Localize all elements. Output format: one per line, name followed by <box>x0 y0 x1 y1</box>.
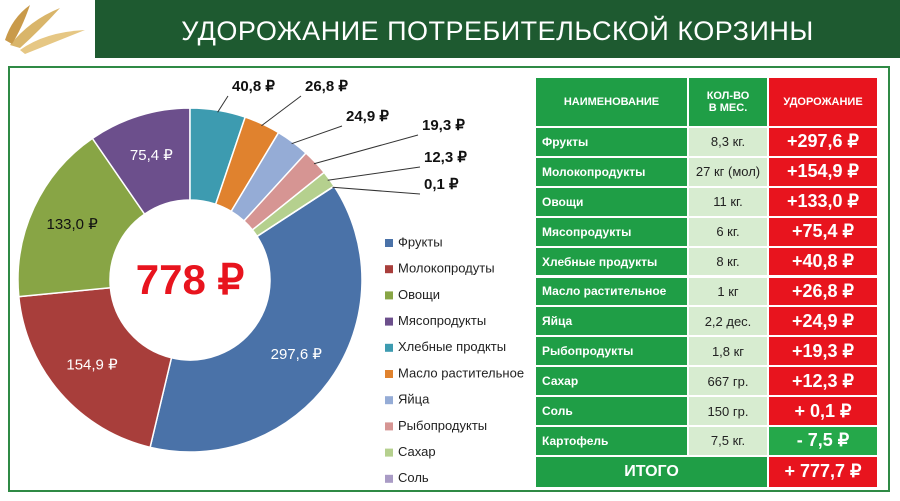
header-cell: УДОРОЖАНИЕ <box>768 77 878 127</box>
price-cell: +26,8 ₽ <box>768 276 878 307</box>
name-cell: Сахар <box>535 366 688 397</box>
qty-cell: 667 гр. <box>688 366 768 397</box>
donut-slice <box>149 185 363 453</box>
qty-cell: 27 кг (мол) <box>688 156 768 187</box>
name-cell: Картофель <box>535 426 688 456</box>
data-label: 19,3 ₽ <box>422 117 465 134</box>
legend-label: Мясопродукты <box>398 313 486 328</box>
qty-cell: 150 гр. <box>688 396 768 426</box>
total-value: + 777,7 ₽ <box>768 455 878 488</box>
legend-swatch <box>385 317 393 326</box>
center-label: 778 ₽ <box>136 256 244 303</box>
legend-label: Рыбопродукты <box>398 418 487 433</box>
legend-label: Молокопродуты <box>398 261 495 276</box>
data-label: 75,4 ₽ <box>130 147 173 164</box>
leader-line <box>332 186 421 195</box>
donut-slice <box>17 286 173 449</box>
data-label: 12,3 ₽ <box>424 149 467 166</box>
leader-line <box>217 95 229 113</box>
frame <box>8 66 890 492</box>
logo <box>5 5 85 54</box>
name-cell: Яйца <box>535 306 688 337</box>
qty-cell: 1,8 кг <box>688 336 768 367</box>
leader-line <box>291 125 343 145</box>
legend-swatch <box>385 343 393 352</box>
legend-label: Масло растительное <box>398 365 524 380</box>
data-label: 24,9 ₽ <box>346 108 389 125</box>
name-cell: Хлебные продукты <box>535 246 688 277</box>
name-cell: Овощи <box>535 186 688 217</box>
qty-cell: 11 кг. <box>688 186 768 217</box>
legend-label: Овощи <box>398 287 440 302</box>
legend-label: Хлебные продкты <box>398 339 506 354</box>
qty-cell: 1 кг <box>688 276 768 307</box>
data-label: 154,9 ₽ <box>66 356 118 373</box>
name-cell: Фрукты <box>535 127 688 157</box>
name-cell: Мясопродукты <box>535 216 688 247</box>
data-label: 133,0 ₽ <box>46 216 98 233</box>
header-cell: КОЛ-ВО В МЕС. <box>688 77 768 127</box>
total-label: ИТОГО <box>535 455 768 488</box>
price-cell: +19,3 ₽ <box>768 336 878 367</box>
name-cell: Соль <box>535 396 688 426</box>
qty-cell: 7,5 кг. <box>688 426 768 456</box>
legend-swatch <box>385 474 393 483</box>
price-cell: +154,9 ₽ <box>768 156 878 187</box>
legend-swatch <box>385 422 393 431</box>
price-cell: +40,8 ₽ <box>768 246 878 277</box>
legend-swatch <box>385 239 393 247</box>
name-cell: Молокопродукты <box>535 156 688 187</box>
data-label: 297,6 ₽ <box>271 346 323 363</box>
legend-label: Яйца <box>398 392 430 407</box>
data-label: 0,1 ₽ <box>424 176 459 193</box>
legend-swatch <box>385 448 393 457</box>
legend-swatch <box>385 265 393 274</box>
name-cell: Масло растительное <box>535 276 688 307</box>
qty-cell: 8,3 кг. <box>688 127 768 157</box>
qty-cell: 8 кг. <box>688 246 768 277</box>
leader-line <box>313 134 419 165</box>
qty-cell: 6 кг. <box>688 216 768 247</box>
price-cell: - 7,5 ₽ <box>768 426 878 456</box>
legend-label: Сахар <box>398 444 436 459</box>
leader-line <box>261 95 302 127</box>
price-cell: +24,9 ₽ <box>768 306 878 337</box>
donut-slice <box>255 185 336 238</box>
qty-cell: 2,2 дес. <box>688 306 768 337</box>
legend-label: Фрукты <box>398 234 443 249</box>
legend-swatch <box>385 396 393 405</box>
price-cell: + 0,1 ₽ <box>768 396 878 426</box>
data-label: 40,8 ₽ <box>232 78 275 95</box>
price-cell: +133,0 ₽ <box>768 186 878 217</box>
legend-label: Соль <box>398 470 429 485</box>
name-cell: Рыбопродукты <box>535 336 688 367</box>
price-cell: +297,6 ₽ <box>768 127 878 157</box>
legend-swatch <box>385 291 393 300</box>
price-cell: +12,3 ₽ <box>768 366 878 397</box>
data-label: 26,8 ₽ <box>305 78 348 95</box>
header-cell: НАИМЕНОВАНИЕ <box>535 77 688 127</box>
legend-swatch <box>385 370 393 378</box>
title: УДОРОЖАНИЕ ПОТРЕБИТЕЛЬСКОЙ КОРЗИНЫ <box>95 0 900 58</box>
donut-slice <box>17 137 146 298</box>
price-cell: +75,4 ₽ <box>768 216 878 247</box>
leader-line <box>327 166 421 181</box>
center-disc <box>112 202 268 358</box>
